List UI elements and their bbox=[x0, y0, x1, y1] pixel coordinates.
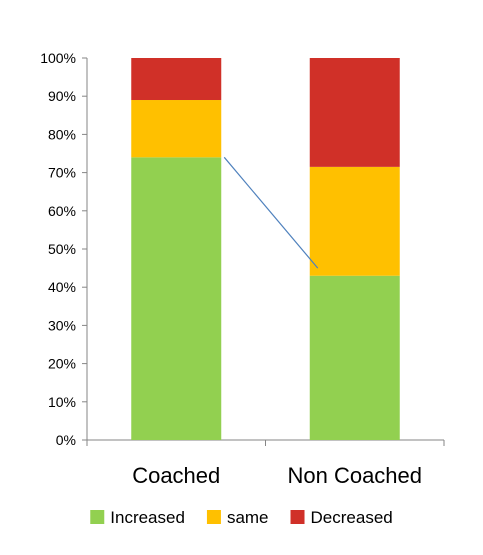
bar-segment-decreased bbox=[131, 58, 222, 101]
chart-axes: 0% 10% 20% 30% 40% 50% 60% 70% 80% 90% 100% Coached… bbox=[40, 50, 445, 488]
x-tick-label: Non Coached bbox=[287, 463, 422, 488]
y-tick-label: 100% bbox=[40, 50, 76, 66]
y-tick-label: 10% bbox=[48, 394, 76, 410]
y-tick-label: 20% bbox=[48, 356, 76, 372]
bar-segment-decreased bbox=[309, 58, 400, 167]
chart-bars bbox=[131, 58, 400, 440]
y-tick-label: 70% bbox=[48, 165, 76, 181]
y-tick-label: 40% bbox=[48, 279, 76, 295]
y-tick-label: 50% bbox=[48, 241, 76, 257]
legend-label: same bbox=[227, 508, 269, 527]
chart-legend: Increased same Decreased bbox=[90, 508, 393, 527]
y-tick-label: 90% bbox=[48, 88, 76, 104]
x-tick-label: Coached bbox=[132, 463, 220, 488]
legend-swatch bbox=[290, 510, 305, 524]
legend-swatch bbox=[206, 510, 221, 524]
y-tick-label: 30% bbox=[48, 317, 76, 333]
legend-swatch bbox=[90, 510, 105, 524]
bar-segment-increased bbox=[309, 275, 400, 440]
annotation-line bbox=[223, 156, 319, 269]
y-tick-label: 80% bbox=[48, 126, 76, 142]
bar-segment-increased bbox=[131, 157, 222, 440]
y-tick-label: 0% bbox=[56, 432, 76, 448]
y-tick-label: 60% bbox=[48, 203, 76, 219]
bar-segment-same bbox=[309, 166, 400, 276]
chart-annotation bbox=[223, 156, 319, 269]
bar-segment-same bbox=[131, 100, 222, 158]
legend-label: Increased bbox=[110, 508, 185, 527]
legend-label: Decreased bbox=[311, 508, 393, 527]
